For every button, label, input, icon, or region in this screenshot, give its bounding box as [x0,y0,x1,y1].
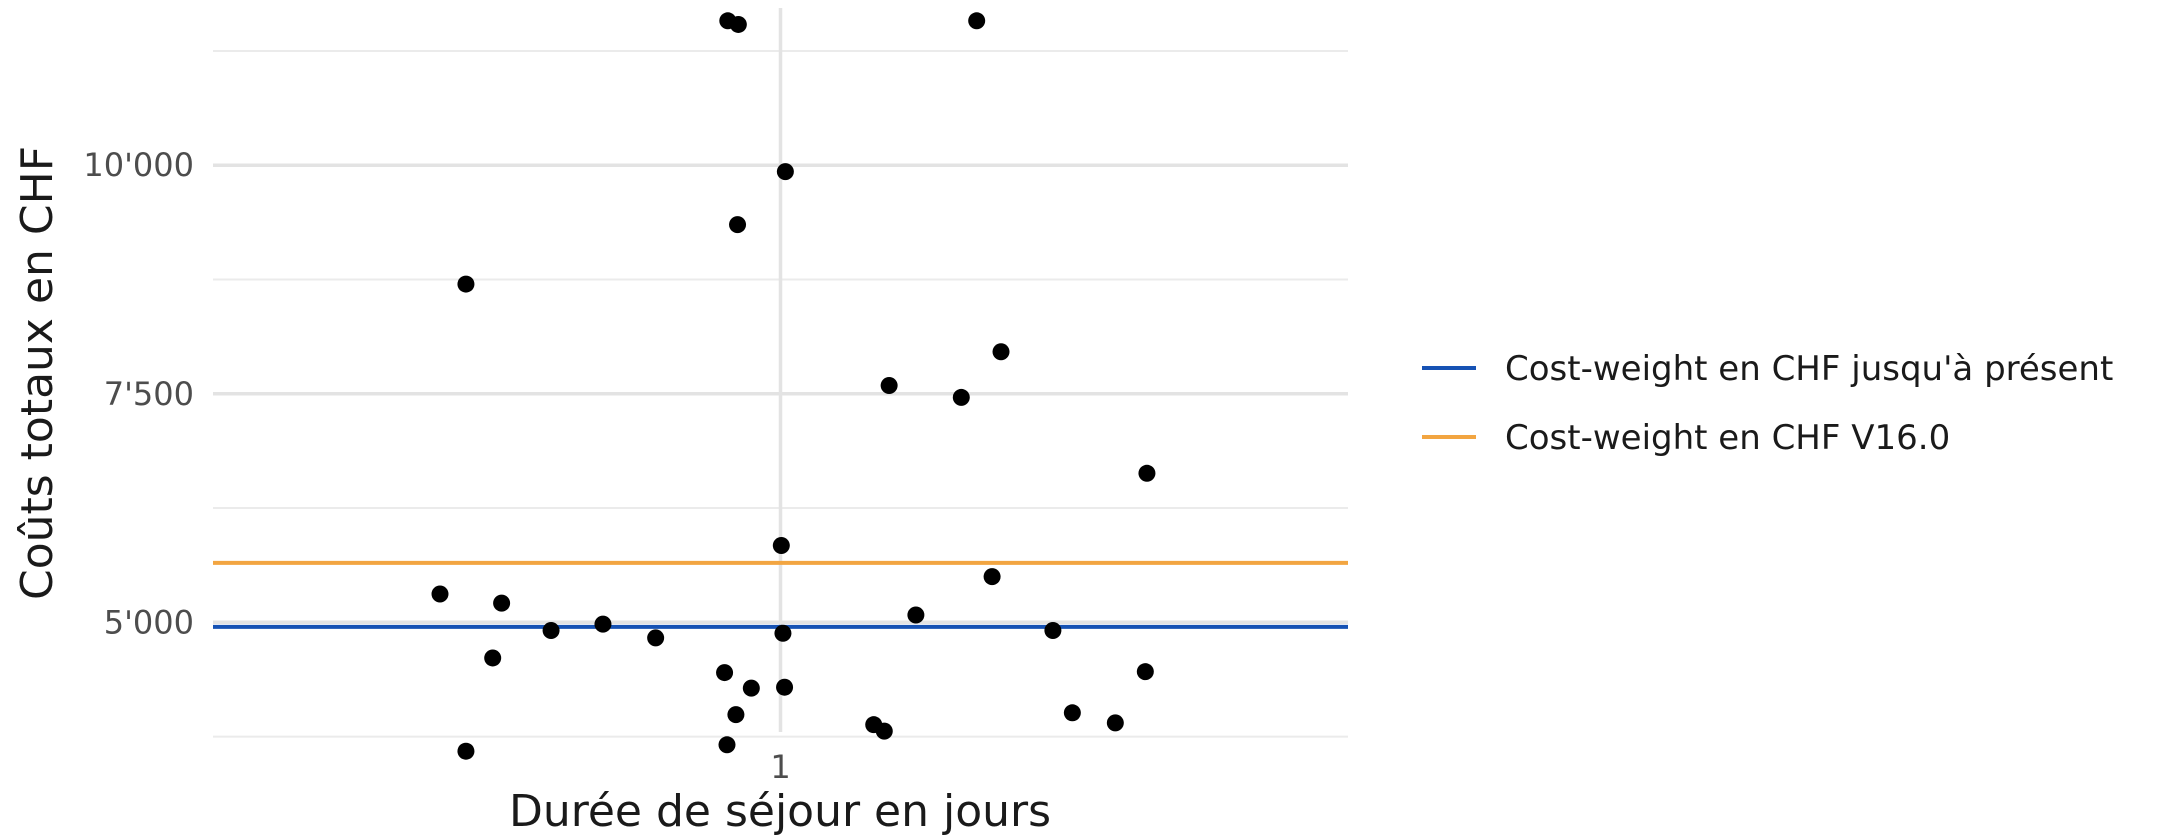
data-point [1136,663,1154,681]
y-axis-title: Coûts totaux en CHF [12,146,63,600]
data-point [457,275,475,293]
data-point [729,15,747,33]
data-point [1138,464,1156,482]
data-point [1063,704,1081,722]
data-point [776,678,794,696]
data-point [716,664,734,682]
data-point [968,12,986,30]
data-point [742,679,760,697]
data-point [729,216,747,234]
data-point [880,377,898,395]
legend: Cost-weight en CHF jusqu'à présent Cost-… [1422,349,2113,458]
grid-layer [213,8,1348,738]
data-point [992,343,1010,361]
data-point [875,722,893,740]
data-point [493,594,511,612]
x-tick-label: 1 [770,748,790,786]
data-point [457,742,475,760]
legend-label-v16: Cost-weight en CHF V16.0 [1505,418,1950,458]
y-tick-labels: 5'000 7'500 10'000 [83,146,194,641]
data-point [983,568,1001,586]
data-point [774,624,792,642]
data-point [594,615,612,633]
data-point [907,606,925,624]
data-point [431,585,449,603]
x-tick-labels: 1 [770,748,790,786]
legend-label-current: Cost-weight en CHF jusqu'à présent [1505,349,2113,389]
data-point [1044,622,1062,640]
data-point [772,537,790,555]
data-point [727,706,745,724]
data-point [484,649,502,667]
data-point [647,629,665,647]
y-tick-label: 5'000 [104,603,194,641]
data-point [542,622,560,640]
data-points [431,12,1156,760]
data-point [718,736,736,754]
y-tick-label: 10'000 [83,146,194,184]
data-point [776,163,794,181]
y-tick-label: 7'500 [104,375,194,413]
data-point [1106,714,1124,732]
data-point [952,388,970,406]
x-axis-title: Durée de séjour en jours [509,786,1051,836]
